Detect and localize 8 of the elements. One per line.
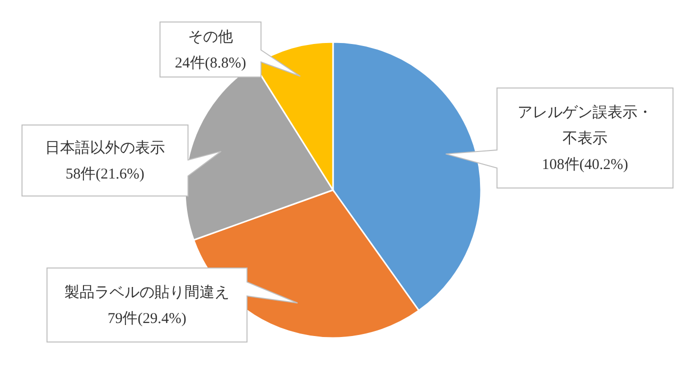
- slice-label: 製品ラベルの貼り間違え: [64, 284, 230, 301]
- data-label: 108件(40.2%): [542, 157, 628, 173]
- data-label: 24件(8.8%): [174, 56, 246, 72]
- data-label: 58件(21.6%): [66, 166, 144, 182]
- slice-label: アレルゲン誤表示・不表示: [518, 104, 652, 147]
- slice-label: その他: [188, 28, 233, 46]
- data-label: 79件(29.4%): [108, 311, 186, 327]
- slice-label: 日本語以外の表示: [45, 140, 165, 156]
